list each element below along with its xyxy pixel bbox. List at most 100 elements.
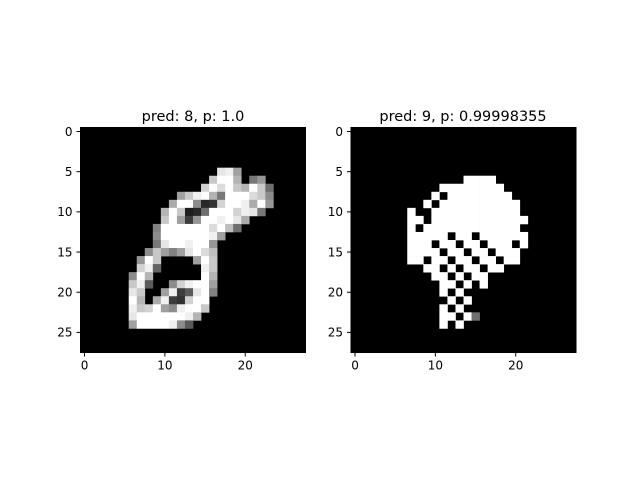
left-pixel: [193, 296, 202, 305]
left-pixel: [160, 248, 170, 257]
right-pixel: [439, 183, 448, 193]
left-pixel: [144, 264, 154, 273]
right-pixel: [455, 223, 464, 233]
right-pixel: [503, 207, 513, 217]
right-y-tick-label: 0: [335, 125, 343, 139]
left-pixel: [193, 288, 202, 297]
left-pixel: [176, 288, 186, 297]
left-pixel: [152, 231, 162, 241]
right-pixel: [439, 256, 448, 265]
left-pixel: [176, 248, 186, 257]
left-pixel: [225, 175, 234, 185]
right-pixel: [463, 207, 472, 217]
right-pixel: [439, 199, 448, 209]
left-pixel: [128, 288, 138, 297]
right-pixel: [471, 272, 480, 281]
left-pixel: [184, 304, 194, 313]
left-pixel: [193, 280, 202, 289]
left-pixel: [217, 231, 226, 241]
left-pixel: [249, 175, 258, 185]
right-pixel: [471, 183, 480, 193]
left-pixel: [128, 296, 138, 305]
right-y-tick-label: 20: [328, 286, 343, 300]
right-pixel: [495, 231, 505, 241]
left-pixel: [152, 304, 162, 313]
left-pixel: [249, 207, 258, 217]
left-pixel: [201, 304, 210, 313]
left-pixel: [144, 304, 154, 313]
left-pixel: [144, 256, 154, 265]
left-y-tick-label: 20: [57, 286, 72, 300]
left-pixel: [193, 215, 202, 225]
left-pixel: [160, 312, 170, 321]
left-pixel: [201, 191, 210, 201]
left-pixel: [225, 207, 234, 217]
right-x-tick-label: 10: [428, 359, 443, 373]
left-pixel: [144, 312, 154, 321]
right-pixel: [463, 280, 472, 289]
right-pixel: [503, 191, 513, 201]
right-pixel: [407, 215, 416, 225]
left-image-frame: [80, 127, 306, 353]
left-pixel: [233, 191, 242, 201]
left-pixel: [209, 199, 218, 209]
left-pixel: [225, 215, 234, 225]
left-pixel: [217, 175, 226, 185]
left-pixel: [257, 199, 266, 209]
left-pixel: [136, 304, 146, 313]
left-pixel: [128, 304, 138, 313]
left-pixel: [184, 223, 194, 233]
left-y-tick-label: 0: [65, 125, 73, 139]
left-pixel: [265, 191, 274, 201]
left-pixel: [160, 304, 170, 313]
left-pixel: [136, 312, 146, 321]
right-pixel: [511, 248, 521, 257]
right-pixel: [495, 207, 505, 217]
left-pixel: [152, 312, 162, 321]
right-pixel: [439, 207, 448, 217]
right-pixel: [463, 175, 472, 185]
right-pixel: [455, 183, 464, 193]
left-pixel: [144, 248, 154, 257]
right-pixel: [479, 183, 488, 193]
right-pixel: [455, 215, 464, 225]
left-pixel: [144, 272, 154, 281]
right-pixel: [479, 191, 488, 201]
right-image-frame: [350, 127, 577, 353]
left-pixel: [193, 191, 202, 201]
right-pixel: [487, 264, 496, 273]
right-pixel: [439, 231, 448, 241]
right-pixel: [423, 240, 432, 249]
left-pixel: [209, 183, 218, 193]
right-pixel: [479, 231, 488, 241]
right-pixel: [447, 223, 456, 233]
left-pixel: [201, 215, 210, 225]
left-image-panel: pred: 8, p: 1.0 0 10 20 0 5 10 15 20 25: [57, 109, 306, 373]
right-pixel: [463, 223, 472, 233]
right-pixel: [479, 207, 488, 217]
left-pixel: [160, 223, 170, 233]
left-pixel: [209, 272, 218, 281]
left-pixel: [225, 183, 234, 193]
right-y-tick-label: 10: [328, 205, 343, 219]
right-pixel: [431, 264, 440, 273]
right-pixel: [423, 223, 432, 233]
left-pixel: [209, 175, 218, 185]
right-pixel: [463, 264, 472, 273]
right-pixel: [447, 207, 456, 217]
left-pixel: [184, 199, 194, 209]
left-pixel: [241, 215, 250, 225]
right-pixel: [495, 223, 505, 233]
right-pixel: [447, 264, 456, 273]
left-pixel: [128, 312, 138, 321]
left-pixel: [168, 215, 178, 225]
left-pixel: [257, 191, 266, 201]
left-y-axis: 0 5 10 15 20 25: [57, 125, 81, 340]
right-pixel: [455, 272, 464, 281]
left-pixel: [168, 304, 178, 313]
left-pixel: [217, 167, 226, 177]
right-pixel: [495, 264, 505, 273]
right-pixel: [463, 231, 472, 241]
right-pixel: [407, 223, 416, 233]
left-pixel: [176, 320, 186, 329]
